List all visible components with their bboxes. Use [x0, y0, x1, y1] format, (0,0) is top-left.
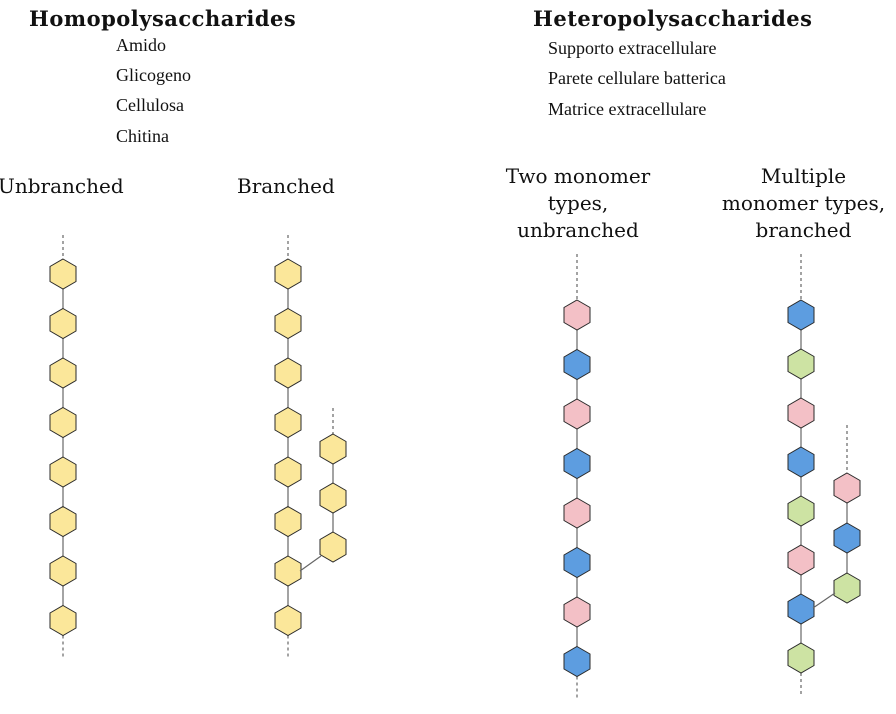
label-branched: Branched: [237, 174, 335, 198]
two-types-chain-monomer-pink: [563, 299, 591, 331]
branched-main-chain-monomer-yellow: [274, 505, 302, 538]
homo-example-amido: Amido: [116, 35, 167, 55]
hetero-example-matrice: Matrice extracellulare: [548, 99, 707, 119]
unbranched-chain-monomer-yellow: [49, 357, 77, 389]
hetero-example-supporto: Supporto extracellulare: [548, 38, 717, 58]
two-types-chain-monomer-pink: [563, 398, 591, 430]
multi-main-chain-monomer-blue: [787, 446, 815, 478]
two-types-chain-monomer-blue: [563, 546, 591, 579]
two-types-chain-monomer-pink: [563, 596, 591, 628]
unbranched-chain-monomer-yellow: [49, 456, 77, 488]
label-two-monomer-types: Two monomer types, unbranched: [505, 164, 651, 242]
two-types-chain-monomer-blue: [563, 645, 591, 678]
multi-side-chain-monomer-green: [833, 572, 861, 604]
branched-side-chain-monomer-yellow: [319, 482, 347, 514]
branched-main-chain-monomer-yellow: [274, 357, 302, 389]
homo-example-chitina: Chitina: [116, 126, 169, 146]
multi-main-chain-monomer-blue: [787, 593, 815, 625]
branched-main-chain-monomer-yellow: [274, 258, 302, 290]
branched-main-chain-monomer-yellow: [274, 555, 302, 587]
homo-example-cellulosa: Cellulosa: [116, 95, 184, 115]
branched-side-chain-monomer-yellow: [319, 433, 347, 465]
branched-main-chain-monomer-yellow: [274, 604, 302, 637]
two-types-chain-monomer-pink: [563, 497, 591, 529]
branched-main-chain-monomer-yellow: [274, 406, 302, 439]
heteropolysaccharides-title: Heteropolysaccharides: [533, 6, 813, 31]
multi-branch-bond: [812, 592, 836, 609]
multi-main-chain-monomer-pink: [787, 397, 815, 429]
two-types-chain-monomer-blue: [563, 447, 591, 480]
multi-main-chain-monomer-green: [787, 348, 815, 380]
multi-main-chain-monomer-blue: [787, 299, 815, 331]
unbranched-chain-monomer-yellow: [49, 604, 77, 637]
label-unbranched: Unbranched: [0, 174, 124, 198]
unbranched-chain-monomer-yellow: [49, 307, 77, 340]
unbranched-chain-monomer-yellow: [49, 258, 77, 290]
branched-side-chain-monomer-yellow: [319, 531, 347, 563]
multi-main-chain-monomer-green: [787, 642, 815, 674]
branched-main-chain-monomer-yellow: [274, 456, 302, 488]
unbranched-chain-monomer-yellow: [49, 555, 77, 587]
hetero-example-parete: Parete cellulare batterica: [548, 68, 726, 88]
unbranched-chain-monomer-yellow: [49, 505, 77, 538]
homopolysaccharides-title: Homopolysaccharides: [29, 6, 297, 31]
multi-side-chain-monomer-blue: [833, 522, 861, 554]
multi-main-chain-monomer-green: [787, 495, 815, 527]
unbranched-chain-monomer-yellow: [49, 406, 77, 439]
label-multiple-monomer-types: Multiple monomer types, branched: [721, 164, 886, 242]
multi-side-chain-monomer-pink: [833, 472, 861, 504]
branch-bond: [299, 555, 322, 572]
multi-main-chain-monomer-pink: [787, 544, 815, 576]
branched-main-chain-monomer-yellow: [274, 307, 302, 340]
homo-example-glicogeno: Glicogeno: [116, 65, 191, 85]
two-types-chain-monomer-blue: [563, 348, 591, 381]
